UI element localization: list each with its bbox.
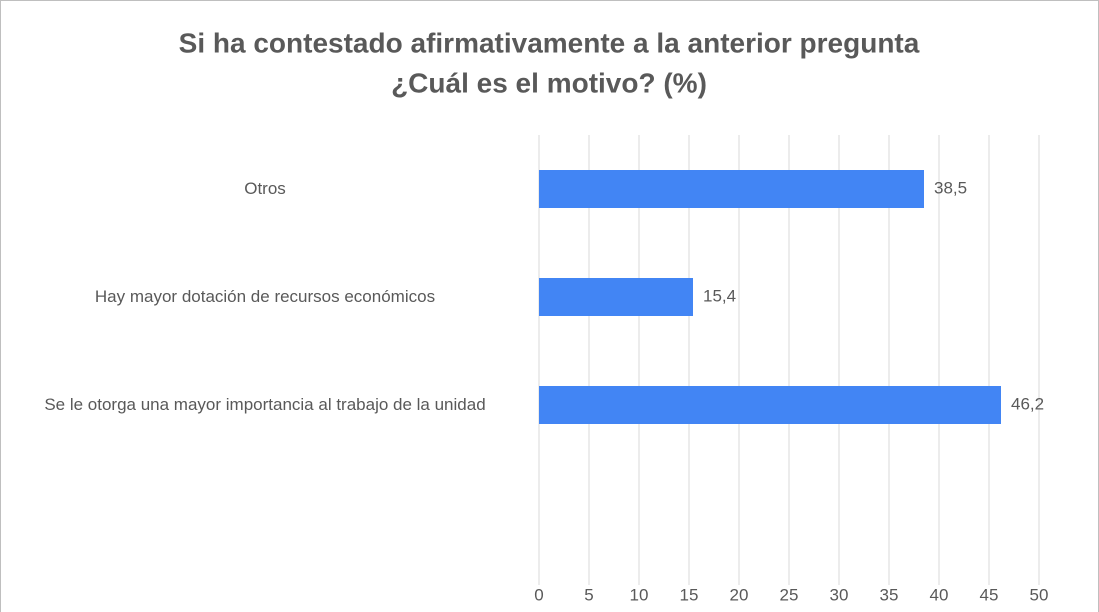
x-tick-label: 50: [1030, 585, 1049, 604]
x-tick-label: 0: [534, 585, 543, 604]
data-label: 46,2: [1011, 394, 1044, 413]
x-tick-label: 25: [780, 585, 799, 604]
bar: [539, 170, 924, 208]
x-tick-label: 20: [730, 585, 749, 604]
x-tick-label: 30: [830, 585, 849, 604]
x-tick-label: 10: [630, 585, 649, 604]
x-tick-label: 40: [930, 585, 949, 604]
x-tick-label: 5: [584, 585, 593, 604]
chart-title: ¿Cuál es el motivo? (%): [391, 67, 707, 98]
bar: [539, 386, 1001, 424]
x-tick-label: 45: [980, 585, 999, 604]
data-label: 15,4: [703, 286, 736, 305]
y-tick-label: Hay mayor dotación de recursos económico…: [94, 287, 436, 306]
chart-title: Si ha contestado afirmativamente a la an…: [179, 27, 920, 58]
y-tick-label: Otros: [244, 179, 286, 198]
x-tick-label: 15: [680, 585, 699, 604]
x-tick-label: 35: [880, 585, 899, 604]
bar: [539, 278, 693, 316]
y-tick-label: Se le otorga una mayor importancia al tr…: [44, 395, 486, 414]
data-label: 38,5: [934, 178, 967, 197]
